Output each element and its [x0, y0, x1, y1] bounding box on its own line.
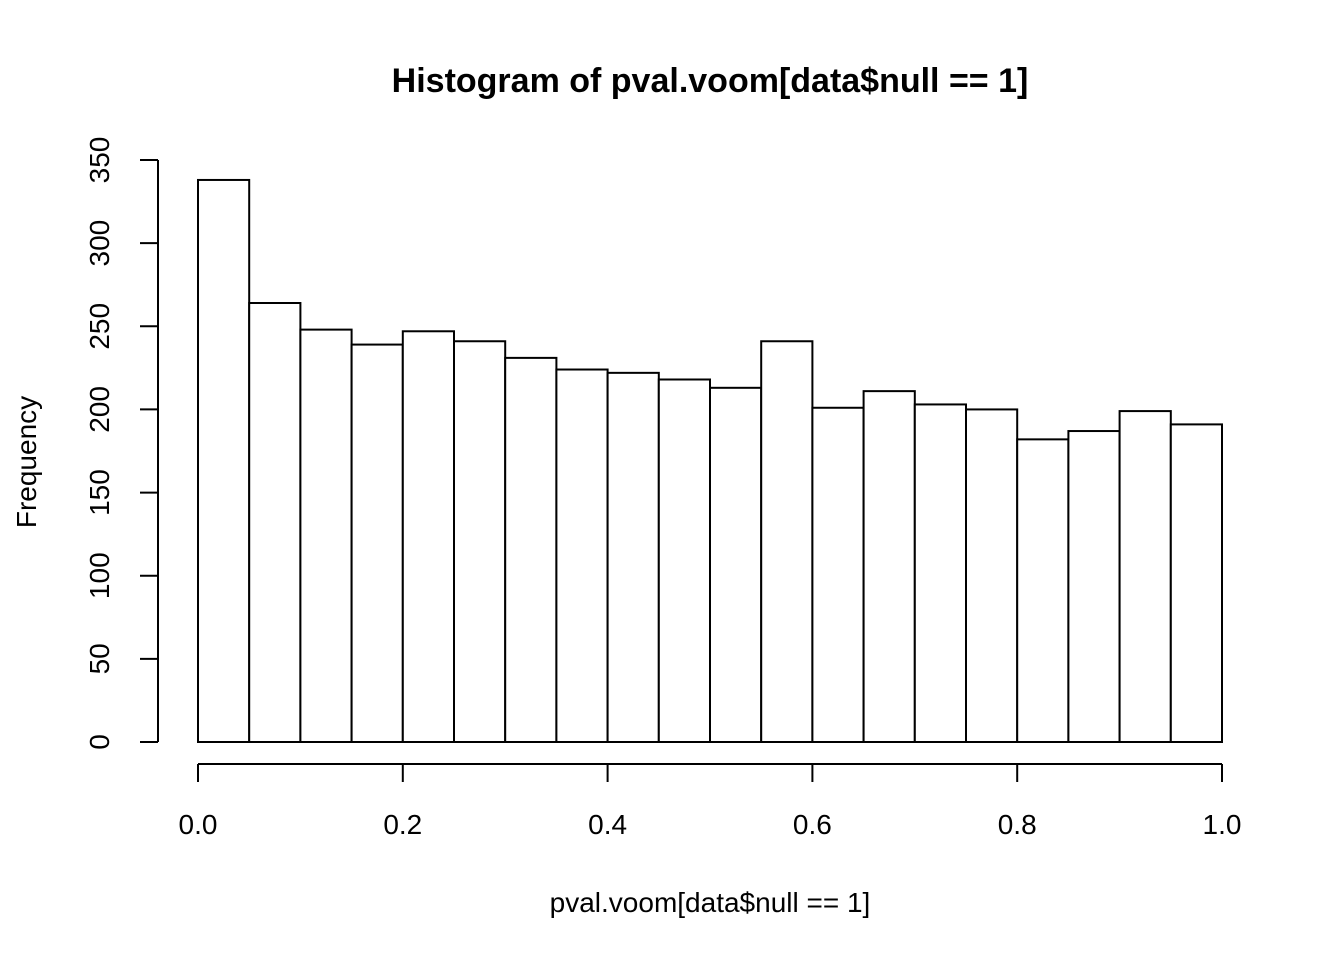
histogram-bar — [350, 343, 404, 743]
histogram-bar — [1016, 438, 1070, 743]
x-tick-label: 0.0 — [179, 809, 218, 840]
y-axis-label: Frequency — [11, 396, 42, 528]
histogram-bar — [453, 340, 507, 743]
histogram-bar — [657, 378, 711, 743]
histogram-bar — [811, 406, 865, 743]
histogram-bar — [1169, 423, 1224, 743]
y-axis: 0 50 100 150 200 250 300 350 — [84, 137, 159, 750]
x-tick-label: 0.6 — [793, 809, 832, 840]
x-tick-label: 1.0 — [1203, 809, 1242, 840]
histogram-bar — [913, 403, 967, 743]
y-tick-label: 150 — [84, 469, 115, 516]
chart-title: Histogram of pval.voom[data$null == 1] — [392, 62, 1029, 100]
histogram-bar — [709, 386, 763, 743]
y-tick-label: 50 — [84, 643, 115, 674]
x-tick-label: 0.8 — [998, 809, 1037, 840]
histogram-bars — [197, 178, 1224, 743]
histogram-bar — [1067, 430, 1121, 743]
histogram-bar — [965, 408, 1019, 743]
x-tick-label: 0.4 — [588, 809, 627, 840]
y-tick-label: 350 — [84, 137, 115, 184]
histogram-bar — [197, 178, 251, 743]
histogram-bar — [1118, 410, 1172, 743]
histogram-bar — [248, 302, 302, 743]
histogram-bar — [299, 328, 353, 743]
histogram-bar — [401, 330, 455, 743]
histogram-bar — [862, 390, 916, 743]
x-tick-label: 0.2 — [383, 809, 422, 840]
x-axis-label: pval.voom[data$null == 1] — [550, 887, 871, 918]
histogram-bar — [760, 340, 814, 743]
y-tick-label: 300 — [84, 220, 115, 267]
y-tick-label: 250 — [84, 303, 115, 350]
y-tick-label: 100 — [84, 552, 115, 599]
y-tick-label: 200 — [84, 386, 115, 433]
histogram-bar — [606, 371, 660, 743]
x-axis: 0.0 0.2 0.4 0.6 0.8 1.0 — [179, 763, 1242, 840]
histogram-bar — [504, 356, 558, 743]
histogram-bar — [555, 368, 609, 743]
y-tick-label: 0 — [84, 734, 115, 750]
